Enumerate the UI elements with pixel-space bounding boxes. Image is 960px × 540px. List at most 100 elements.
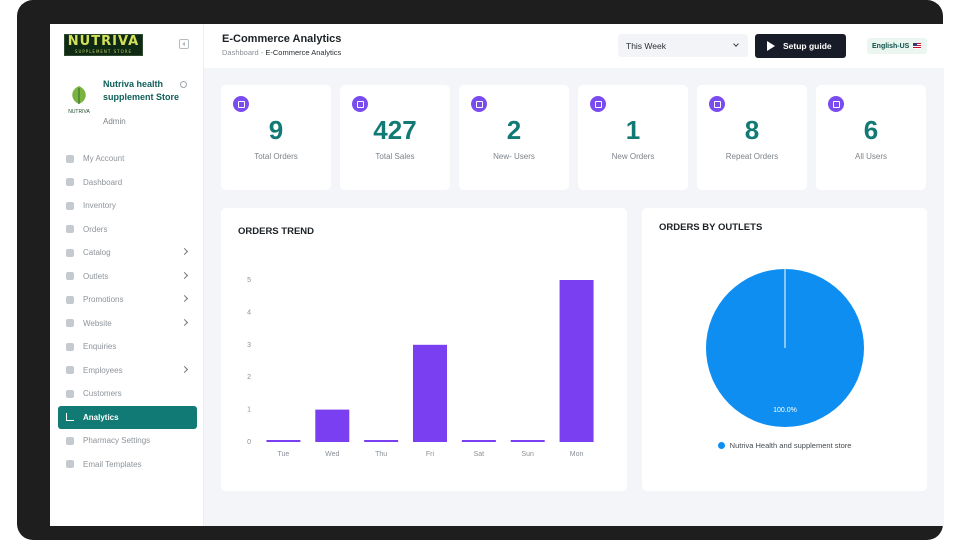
sidebar-item-orders[interactable]: Orders — [58, 218, 197, 242]
x-tick-label: Sun — [521, 451, 534, 458]
store-name: Nutriva health supplement Store — [103, 79, 180, 102]
store-settings-gear-icon[interactable] — [180, 81, 187, 88]
sidebar-item-analytics[interactable]: Analytics — [58, 405, 197, 429]
brand-logo-text: NUTRIVA — [67, 34, 140, 49]
sidebar-item-enquiries[interactable]: Enquiries — [58, 335, 197, 359]
stat-value: 6 — [863, 115, 879, 145]
sidebar-nav: My Account Dashboard Inventory Orders Catalo… — [58, 147, 197, 476]
collapse-sidebar-icon[interactable] — [179, 39, 189, 49]
bar-mon[interactable] — [559, 280, 594, 442]
link-icon — [828, 96, 844, 112]
sidebar: NUTRIVA SUPPLEMENT STORE NUTRIVA Nutriva… — [50, 24, 204, 526]
bar-fri[interactable] — [413, 344, 447, 442]
globe-icon — [66, 319, 74, 328]
sidebar-item-label: Dashboard — [83, 177, 123, 187]
bar-sat[interactable] — [461, 440, 496, 442]
us-flag-icon — [913, 43, 922, 49]
calendar-icon — [590, 96, 606, 112]
chevron-right-icon — [180, 318, 189, 326]
brand-logo-subtext: SUPPLEMENT STORE — [74, 49, 133, 54]
stat-value: 1 — [625, 115, 641, 145]
breadcrumb-separator: - — [260, 48, 264, 57]
y-tick-label: 3 — [247, 342, 251, 349]
orders-trend-title: ORDERS TREND — [238, 226, 315, 237]
stat-label: All Users — [854, 152, 887, 161]
chevron-right-icon — [180, 247, 189, 256]
sidebar-item-label: Pharmacy Settings — [83, 436, 151, 446]
sidebar-item-label: Outlets — [83, 271, 109, 281]
user-circle-icon — [66, 154, 74, 163]
sidebar-item-label: Analytics — [83, 412, 119, 422]
bar-thu[interactable] — [364, 440, 399, 442]
language-button[interactable]: English-US — [867, 38, 927, 54]
legend-swatch — [717, 442, 725, 449]
stat-value: 2 — [506, 115, 522, 145]
check-circle-icon — [352, 96, 368, 112]
megaphone-icon — [66, 295, 74, 304]
users-icon — [66, 389, 74, 398]
x-tick-label: Fri — [426, 451, 435, 458]
link-icon — [471, 96, 487, 112]
sidebar-item-label: Customers — [83, 389, 122, 399]
sidebar-item-inventory[interactable]: Inventory — [58, 194, 197, 218]
chevron-right-icon — [180, 294, 189, 303]
stat-label: Total Sales — [375, 152, 415, 161]
sidebar-item-label: Inventory — [83, 201, 116, 211]
sidebar-item-label: Promotions — [83, 295, 124, 305]
sidebar-item-outlets[interactable]: Outlets — [58, 265, 197, 289]
orders-by-outlets-chart: 100.0% — [706, 269, 864, 427]
sidebar-item-label: Enquiries — [83, 342, 117, 352]
bar-chart-icon — [66, 413, 74, 422]
sidebar-item-email-templates[interactable]: Email Templates — [58, 453, 197, 477]
sidebar-item-label: Employees — [83, 365, 123, 375]
chevron-down-icon — [733, 41, 739, 47]
store-logo-label: NUTRIVA — [68, 109, 90, 115]
stat-card-total-sales: 427 Total Sales — [340, 85, 450, 190]
clipboard-icon — [66, 342, 74, 351]
stat-card-new-users: 2 New- Users — [459, 85, 569, 190]
store-icon — [66, 272, 74, 281]
stat-label: Repeat Orders — [725, 152, 779, 161]
sidebar-item-label: Catalog — [83, 248, 111, 258]
device-frame: NUTRIVA SUPPLEMENT STORE NUTRIVA Nutriva… — [17, 0, 944, 540]
stat-card-total-orders: 9 Total Orders — [221, 85, 331, 190]
orders-by-outlets-panel: ORDERS BY OUTLETS 100.0% Nutriva Health … — [642, 208, 927, 491]
y-tick-label: 2 — [247, 374, 251, 381]
y-tick-label: 5 — [247, 277, 251, 284]
bar-tue[interactable] — [266, 440, 301, 442]
period-select[interactable]: This Week — [618, 34, 748, 57]
sidebar-item-label: Email Templates — [83, 459, 142, 469]
sidebar-item-label: My Account — [83, 154, 125, 164]
sidebar-item-promotions[interactable]: Promotions — [58, 288, 197, 312]
sidebar-item-employees[interactable]: Employees — [58, 359, 197, 383]
breadcrumb-current: E-Commerce Analytics — [265, 48, 342, 57]
play-icon — [767, 41, 775, 51]
stat-label: Total Orders — [254, 152, 298, 161]
grid-icon — [66, 178, 74, 187]
user-icon — [709, 96, 725, 112]
gear-icon — [66, 436, 74, 445]
pie-legend[interactable]: Nutriva Health and supplement store — [642, 441, 927, 450]
sidebar-item-pharmacy-settings[interactable]: Pharmacy Settings — [58, 429, 197, 453]
bar-wed[interactable] — [315, 409, 350, 442]
top-header: E-Commerce Analytics Dashboard - E-Comme… — [204, 24, 944, 68]
pill-icon — [66, 248, 74, 257]
sidebar-item-website[interactable]: Website — [58, 312, 197, 336]
bar-sun[interactable] — [510, 440, 545, 442]
box-icon — [66, 201, 74, 210]
brand-logo[interactable]: NUTRIVA SUPPLEMENT STORE — [64, 34, 143, 56]
sidebar-item-catalog[interactable]: Catalog — [58, 241, 197, 265]
sidebar-item-customers[interactable]: Customers — [58, 382, 197, 406]
sidebar-item-my-account[interactable]: My Account — [58, 147, 197, 171]
store-leaf-logo: NUTRIVA — [68, 86, 90, 115]
setup-guide-button[interactable]: Setup guide — [755, 34, 846, 58]
users-icon — [66, 366, 74, 375]
pie-slice-label: 100.0% — [773, 407, 797, 414]
period-select-value: This Week — [626, 41, 666, 51]
breadcrumb-root-link[interactable]: Dashboard — [222, 48, 259, 57]
legend-label: Nutriva Health and supplement store — [729, 441, 852, 450]
breadcrumb: Dashboard - E-Commerce Analytics — [222, 48, 341, 57]
cart-icon — [66, 225, 74, 234]
calendar-icon — [233, 96, 249, 112]
sidebar-item-dashboard[interactable]: Dashboard — [58, 171, 197, 195]
